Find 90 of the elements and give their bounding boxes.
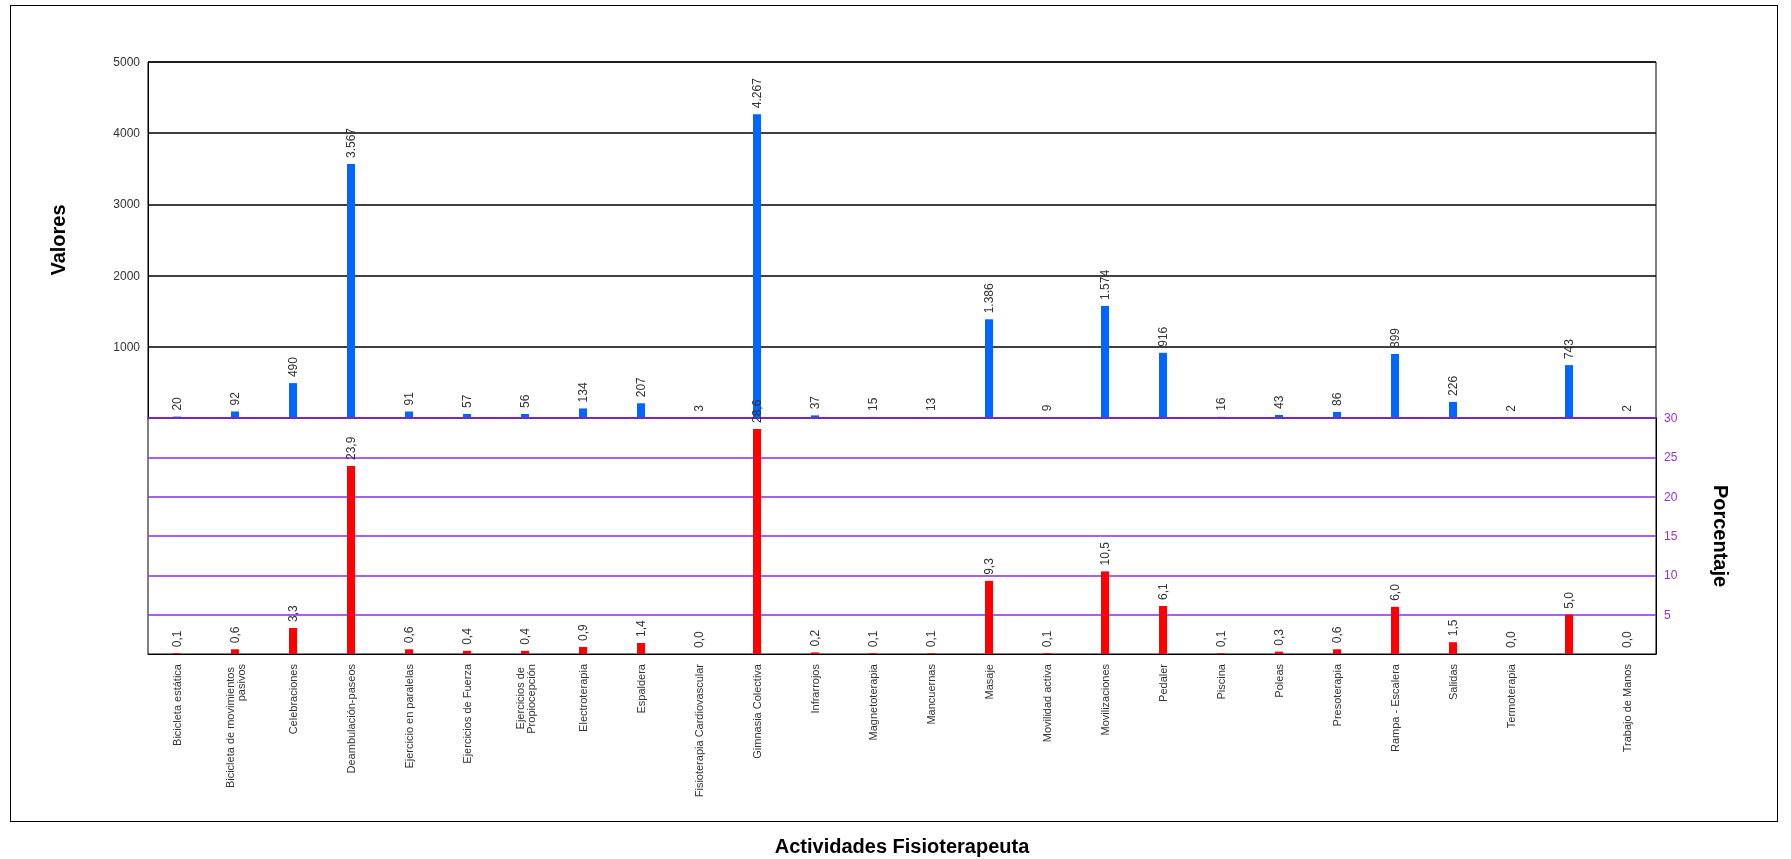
data-label: 28,6 (750, 399, 764, 424)
data-label: 43 (1272, 395, 1286, 409)
y-axis-title: Valores (47, 204, 69, 276)
data-label: 0,1 (170, 630, 184, 648)
y-tick-label: 4000 (113, 126, 141, 141)
y2-tick-label: 15 (1664, 529, 1678, 543)
x-tick-label: Masaje (983, 664, 995, 700)
x-tick-label: Poleas (1273, 663, 1285, 698)
x-tick-label: Bicicleta estática (171, 663, 183, 746)
data-label: 0,9 (576, 623, 590, 641)
data-label: 2 (1504, 404, 1518, 412)
data-label: 1.386 (982, 282, 996, 314)
x-tick-label: Ejercicios de Propiocepción (513, 664, 537, 734)
x-tick-label: Fisioterapia Cardiovascular (693, 663, 705, 798)
x-tick-label: Trabajo de Manos (1621, 663, 1633, 753)
data-label: 134 (576, 382, 590, 403)
data-label: 9 (1040, 404, 1054, 412)
x-tick-label: Infrarrojos (809, 663, 821, 714)
x-tick-label: Electroterapia (577, 663, 589, 732)
data-label: 0,3 (1272, 628, 1286, 646)
data-label: 13 (924, 397, 938, 412)
y2-tick-label: 20 (1664, 489, 1678, 504)
y2-tick-label: 5 (1664, 607, 1671, 622)
y2-tick-label: 25 (1664, 450, 1678, 465)
data-label: 56 (518, 394, 532, 409)
data-label: 0,4 (460, 627, 474, 645)
data-label: 1,5 (1446, 619, 1460, 637)
data-label: 3 (692, 404, 706, 412)
x-axis-title: Actividades Fisioterapeuta (774, 835, 1031, 857)
data-label: 490 (286, 356, 300, 378)
data-label: 899 (1388, 327, 1402, 348)
data-label: 0,1 (1214, 630, 1228, 648)
data-label: 0,1 (866, 630, 880, 648)
data-label: 207 (634, 376, 648, 398)
data-label: 0,6 (402, 626, 416, 644)
y-tick-label: 5000 (113, 55, 141, 69)
data-label: 92 (228, 391, 242, 406)
y2-tick-label: 10 (1664, 568, 1678, 583)
data-label: 743 (1562, 338, 1576, 360)
data-label: 0,0 (1620, 630, 1634, 648)
x-tick-label: Magnetoterapia (867, 663, 879, 741)
y2-axis-title: Porcentaje (1710, 484, 1732, 588)
data-label: 0,4 (518, 627, 532, 645)
y-tick-label: 3000 (113, 197, 141, 212)
y2-tick-label: 30 (1664, 411, 1678, 425)
data-label: 3,3 (286, 605, 300, 623)
data-label: 1,4 (634, 619, 648, 637)
data-label: 4.267 (750, 77, 764, 109)
x-tick-label: Espaldera (635, 663, 647, 714)
data-label: 6,0 (1388, 583, 1402, 601)
data-label: 0,6 (1330, 626, 1344, 644)
x-tick-label: Movilizaciones (1099, 663, 1111, 736)
data-label: 91 (402, 391, 416, 406)
data-label: 2 (1620, 404, 1634, 412)
x-tick-label: Movilidad activa (1041, 663, 1053, 743)
data-label: 5,0 (1562, 591, 1576, 609)
data-label: 916 (1156, 326, 1170, 347)
data-label: 37 (808, 395, 822, 410)
x-tick-label: Gimnasia Colectiva (751, 663, 763, 759)
data-label: 0,6 (228, 626, 242, 644)
y-tick-label: 2000 (113, 268, 141, 283)
x-tick-label: Deambulación-paseos (345, 663, 357, 774)
x-tick-label: Ejercicios de Fuerza (461, 663, 473, 764)
data-label: 10,5 (1098, 541, 1112, 566)
data-label: 226 (1446, 375, 1460, 396)
x-tick-label: Mancuernas (925, 663, 937, 725)
x-tick-label: Bicicleta de movimientos pasivos (223, 663, 247, 789)
data-label: 20 (170, 396, 184, 411)
data-label: 0,0 (692, 630, 706, 648)
data-label: 15 (866, 397, 880, 411)
data-label: 23,9 (344, 436, 358, 460)
data-label: 6,1 (1156, 583, 1170, 601)
x-tick-label: Piscina (1215, 663, 1227, 700)
data-label: 9,3 (982, 557, 996, 575)
x-tick-label: Termoterapia (1505, 663, 1517, 729)
data-label: 1.574 (1098, 269, 1112, 300)
x-tick-label: Presoterapia (1331, 663, 1343, 727)
x-tick-label: Pedaler (1157, 663, 1169, 702)
data-label: 86 (1330, 392, 1344, 406)
x-tick-label: Rampa - Escalera (1389, 663, 1401, 753)
data-label: 0,2 (808, 629, 822, 647)
data-label: 16 (1214, 397, 1228, 411)
data-label: 0,0 (1504, 630, 1518, 648)
data-label: 0,1 (924, 630, 938, 648)
x-tick-label: Celebraciones (287, 663, 299, 735)
y-tick-label: 1000 (113, 339, 141, 354)
data-label: 57 (460, 394, 474, 408)
x-tick-label: Ejercicio en paralelas (403, 663, 415, 769)
x-tick-label: Salidas (1447, 663, 1459, 701)
data-label: 0,1 (1040, 630, 1054, 648)
